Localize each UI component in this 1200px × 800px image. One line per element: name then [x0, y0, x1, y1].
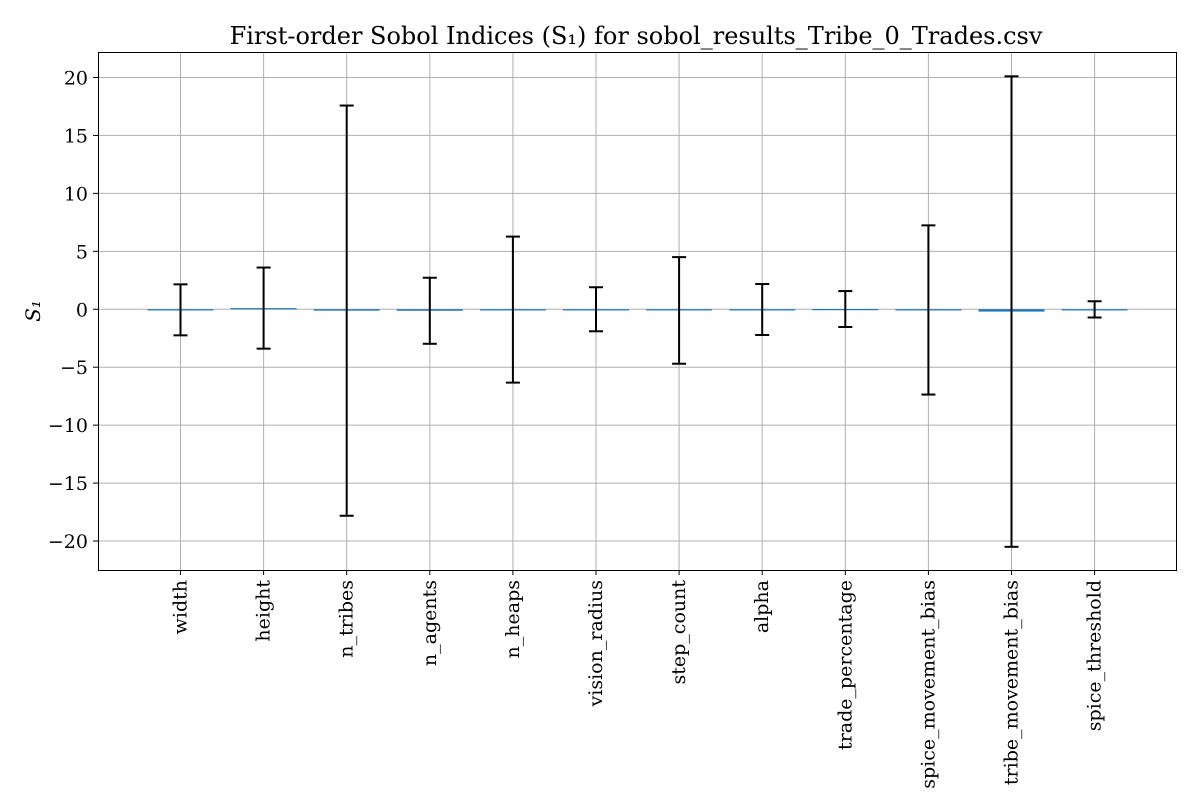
- x-tick-label: step_count: [668, 580, 690, 685]
- y-tick-label: 15: [64, 125, 88, 147]
- error-bars: [173, 75, 1102, 548]
- y-axis-ticks: 20 15 10 5 0 −5 −10 −15 −20: [48, 67, 98, 553]
- y-tick-label: −15: [48, 473, 88, 495]
- x-tick-label: spice_movement_bias: [917, 580, 939, 789]
- x-tick-label: spice_threshold: [1084, 580, 1106, 731]
- x-tick-label: n_heaps: [502, 580, 524, 658]
- x-axis-ticks: width height n_tribes n_agents n_heaps vision…: [170, 570, 1106, 789]
- y-axis-label: S₁: [21, 300, 45, 322]
- y-tick-label: −10: [48, 415, 88, 437]
- x-tick-label: alpha: [751, 580, 773, 633]
- y-tick-label: −20: [48, 531, 88, 553]
- y-tick-label: −5: [60, 357, 88, 379]
- x-tick-label: height: [253, 580, 275, 642]
- x-tick-label: n_agents: [419, 580, 441, 666]
- x-tick-label: width: [170, 580, 192, 634]
- bars: [147, 308, 1128, 312]
- y-tick-label: 5: [76, 241, 88, 263]
- y-tick-label: 10: [64, 183, 88, 205]
- x-tick-label: vision_radius: [585, 580, 607, 707]
- y-tick-label: 20: [64, 67, 88, 89]
- y-tick-label: 0: [76, 299, 88, 321]
- x-tick-label: trade_percentage: [834, 580, 856, 750]
- chart-title: First-order Sobol Indices (S₁) for sobol…: [230, 22, 1043, 50]
- plot-frame: [98, 52, 1177, 571]
- x-tick-label: tribe_movement_bias: [1001, 580, 1023, 785]
- x-tick-label: n_tribes: [336, 580, 358, 658]
